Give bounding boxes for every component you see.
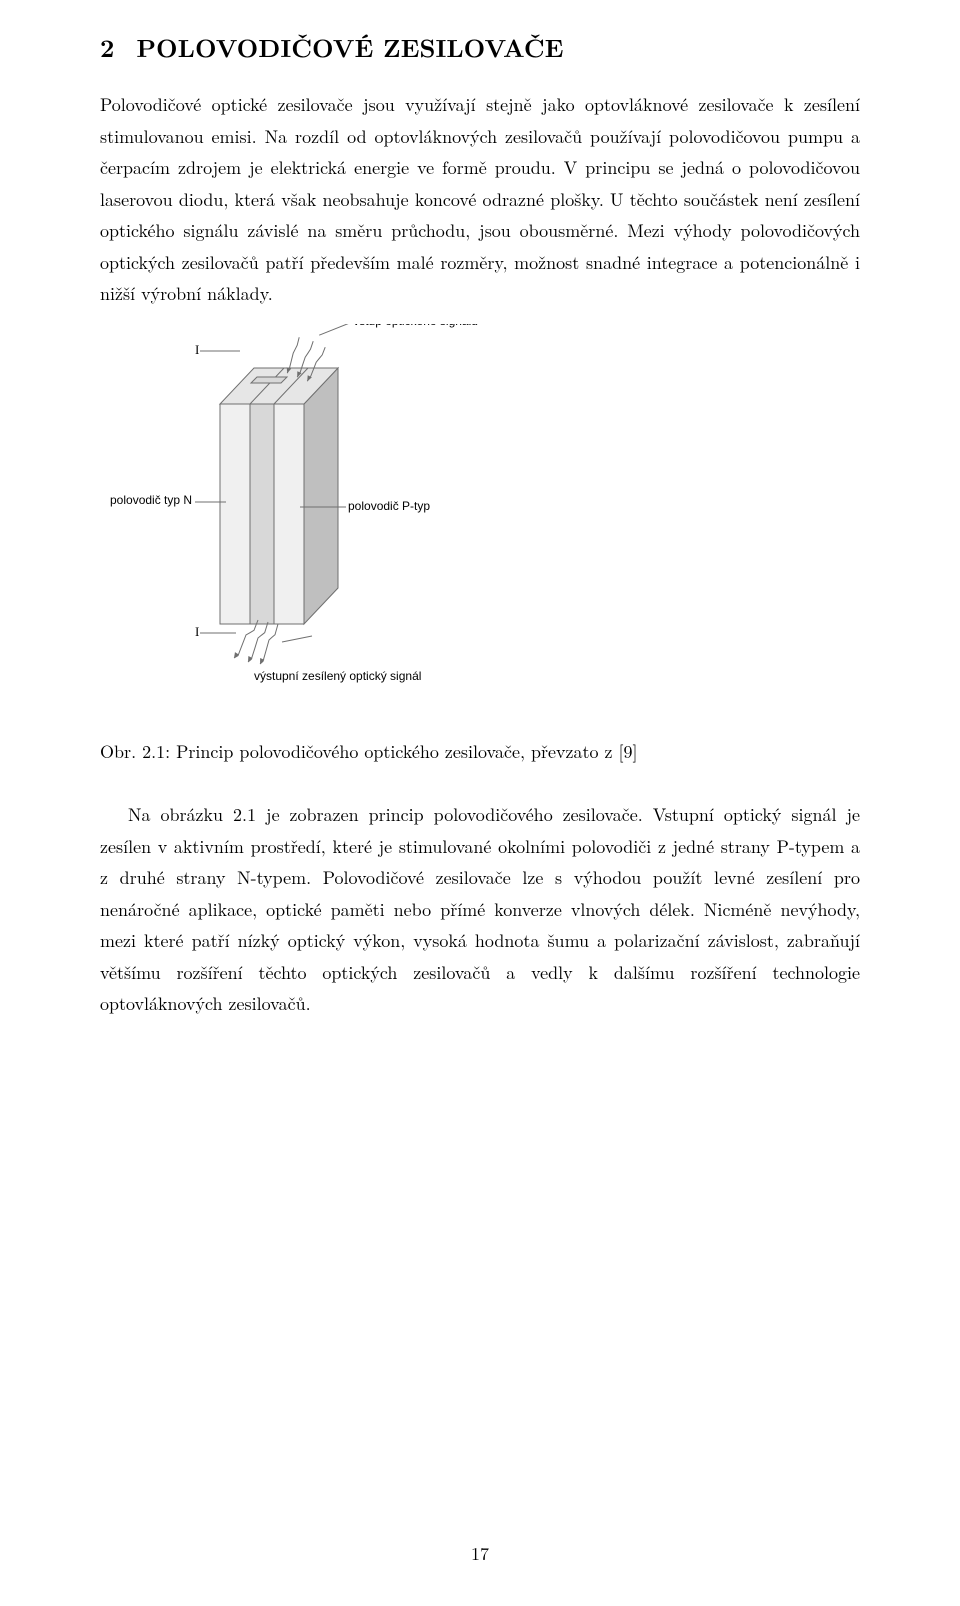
svg-text:I: I <box>195 624 199 639</box>
svg-text:polovodič typ N: polovodič typ N <box>110 493 192 507</box>
paragraph-1: Polovodičové optické zesilovače jsou vyu… <box>100 89 860 310</box>
figure-svg: I Ivstup optického signálu výstupní zesíle… <box>100 324 520 704</box>
svg-text:I: I <box>195 342 199 357</box>
svg-text:polovodič P-typ: polovodič P-typ <box>348 499 430 513</box>
section-heading: 2 POLOVODIČOVÉ ZESILOVAČE <box>100 30 860 65</box>
page-number: 17 <box>0 1541 960 1566</box>
section-title: POLOVODIČOVÉ ZESILOVAČE <box>136 30 563 65</box>
svg-text:vstup optického signálu: vstup optického signálu <box>353 324 478 328</box>
section-number: 2 <box>100 30 114 65</box>
figure-caption: Obr. 2.1: Princip polovodičového optické… <box>100 736 860 768</box>
figure-2-1: I Ivstup optického signálu výstupní zesíle… <box>100 324 860 704</box>
svg-text:výstupní zesílený optický sign: výstupní zesílený optický signál <box>254 669 421 683</box>
page: 2 POLOVODIČOVÉ ZESILOVAČE Polovodičové op… <box>0 0 960 1606</box>
paragraph-2: Na obrázku 2.1 je zobrazen princip polov… <box>100 799 860 1020</box>
